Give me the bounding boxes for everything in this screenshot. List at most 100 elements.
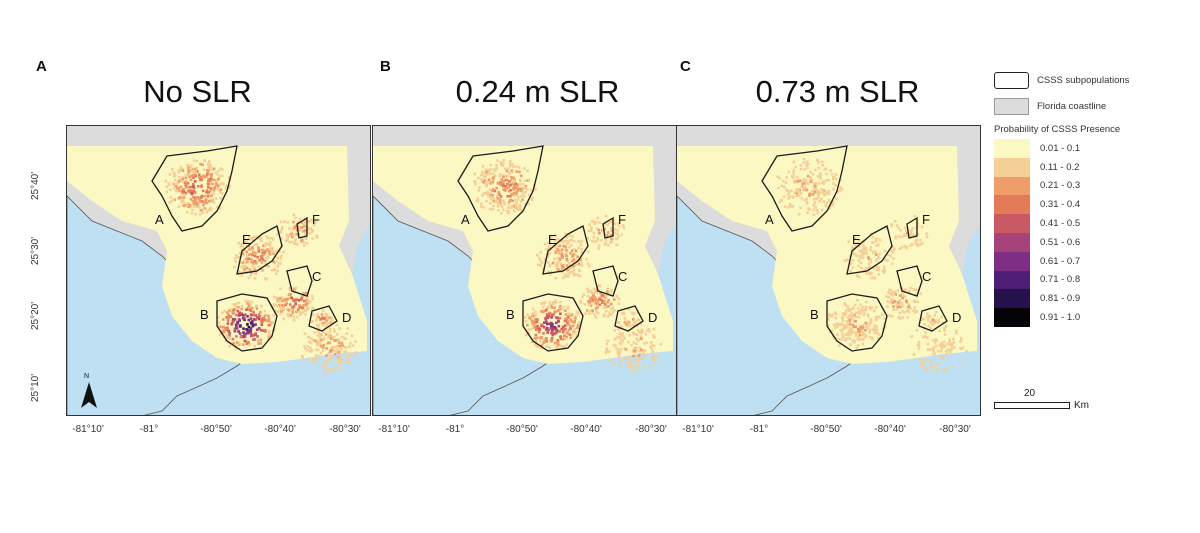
coastline-swatch <box>994 97 1029 115</box>
probability-cells <box>776 157 968 373</box>
legend-class-label: 0.61 - 0.7 <box>1040 255 1081 267</box>
legend-class-row: 0.61 - 0.7 <box>994 251 1194 271</box>
subpopulation-outline-a <box>151 145 238 232</box>
subpopulation-outline-b <box>522 293 584 352</box>
map-svg: A B C D E F <box>373 126 676 415</box>
subpopulation-outline-b <box>826 293 888 352</box>
subpopulation-label-e: E <box>548 232 557 247</box>
subpopulation-outline-a <box>761 145 848 232</box>
subpopulation-outline-c <box>896 265 923 297</box>
lon-tick: -80°30' <box>329 424 361 435</box>
scale-bar-box <box>994 402 1070 409</box>
lon-tick: -80°50' <box>200 424 232 435</box>
legend-class-row: 0.81 - 0.9 <box>994 289 1194 309</box>
lon-tick: -80°50' <box>506 424 538 435</box>
scale-value: 20 <box>1024 388 1036 399</box>
scale-unit: Km <box>1074 400 1089 411</box>
lon-tick: -81°10' <box>378 424 410 435</box>
legend-class-row: 0.41 - 0.5 <box>994 214 1194 233</box>
legend-class-row: 0.51 - 0.6 <box>994 232 1194 252</box>
subpopulation-outline-e <box>542 225 589 275</box>
lon-tick: -81° <box>139 424 159 435</box>
legend-class-label: 0.91 - 1.0 <box>1040 312 1081 324</box>
legend-class-row: 0.21 - 0.3 <box>994 176 1194 196</box>
subpopulation-outline-c <box>592 265 619 297</box>
lon-tick: -81°10' <box>682 424 714 435</box>
legend-class-swatch <box>994 195 1030 215</box>
north-label: N <box>84 373 89 380</box>
lon-tick: -80°40' <box>570 424 602 435</box>
legend-class-label: 0.31 - 0.4 <box>1040 199 1081 211</box>
panel-letter-a: A <box>36 58 47 75</box>
legend-class-row: 0.11 - 0.2 <box>994 157 1194 177</box>
lon-tick: -81° <box>749 424 769 435</box>
panel-letter-b: B <box>380 58 391 75</box>
habitat-extent <box>677 146 977 364</box>
legend-class-label: 0.51 - 0.6 <box>1040 236 1081 248</box>
legend-subpop-label: CSSS subpopulations <box>1037 74 1130 86</box>
subpopulation-label-d: D <box>342 310 351 325</box>
subpopulation-label-f: F <box>618 212 626 227</box>
subpopulation-label-c: C <box>312 269 321 284</box>
subpopulation-outline-f <box>602 216 614 239</box>
subpopulation-label-f: F <box>312 212 320 227</box>
subpopulation-label-f: F <box>922 212 930 227</box>
legend-class-label: 0.41 - 0.5 <box>1040 218 1081 230</box>
legend-class-row: 0.71 - 0.8 <box>994 270 1194 290</box>
subpopulation-label-d: D <box>648 310 657 325</box>
subpopulation-outline-f <box>296 216 308 239</box>
subpopulation-label-a: A <box>461 212 470 227</box>
legend-class-label: 0.71 - 0.8 <box>1040 274 1081 286</box>
subpopulation-label-b: B <box>810 307 819 322</box>
legend-subpop-row: CSSS subpopulations <box>994 70 1194 90</box>
subpop-outline-swatch <box>994 71 1029 89</box>
legend-class-label: 0.01 - 0.1 <box>1040 142 1081 154</box>
panel-title-c: 0.73 m SLR <box>755 74 920 109</box>
legend-class-swatch <box>994 270 1030 290</box>
subpopulation-outline-c <box>286 265 313 297</box>
subpopulation-outline-f <box>906 216 918 239</box>
lat-tick: 25°20' <box>30 301 41 330</box>
legend-class-label: 0.21 - 0.3 <box>1040 180 1081 192</box>
subpopulation-outline-b <box>216 293 278 352</box>
legend: CSSS subpopulations Florida coastline Pr… <box>994 70 1194 327</box>
subpopulation-label-c: C <box>618 269 627 284</box>
subpopulation-outline-a <box>457 145 544 232</box>
legend-heading: Probability of CSSS Presence <box>994 124 1121 135</box>
lat-tick: 25°10' <box>30 373 41 402</box>
north-arrow-icon: N <box>81 373 97 408</box>
legend-class-row: 0.91 - 1.0 <box>994 308 1194 327</box>
lat-tick: 25°40' <box>30 171 41 200</box>
legend-class-swatch <box>994 157 1030 177</box>
lon-tick: -80°30' <box>939 424 971 435</box>
subpopulation-label-a: A <box>765 212 774 227</box>
map-panel-a: A B C D E F N <box>66 125 371 416</box>
legend-coast-label: Florida coastline <box>1037 100 1107 112</box>
lon-tick: -80°50' <box>810 424 842 435</box>
legend-class-label: 0.11 - 0.2 <box>1040 161 1080 173</box>
lon-tick: -80°40' <box>874 424 906 435</box>
subpopulation-outline-d <box>918 305 948 332</box>
lon-tick: -81° <box>445 424 465 435</box>
probability-cells <box>164 159 358 374</box>
subpopulation-label-e: E <box>852 232 861 247</box>
legend-class-row: 0.31 - 0.4 <box>994 195 1194 215</box>
subpopulation-label-d: D <box>952 310 961 325</box>
habitat-extent <box>373 146 673 364</box>
map-svg: A B C D E F N <box>67 126 370 415</box>
legend-class-swatch <box>994 289 1030 309</box>
legend-class-label: 0.81 - 0.9 <box>1040 293 1081 305</box>
legend-class-swatch <box>994 232 1030 252</box>
lat-tick: 25°30' <box>30 236 41 265</box>
subpopulation-label-a: A <box>155 212 164 227</box>
legend-class-swatch <box>994 308 1030 327</box>
subpopulation-label-e: E <box>242 232 251 247</box>
lon-tick: -80°40' <box>264 424 296 435</box>
map-svg: A B C D E F <box>677 126 980 415</box>
subpopulation-outline-d <box>614 305 644 332</box>
legend-class-swatch <box>994 176 1030 196</box>
legend-class-swatch <box>994 139 1030 158</box>
panel-letter-c: C <box>680 58 691 75</box>
subpopulation-label-b: B <box>506 307 515 322</box>
lon-tick: -81°10' <box>72 424 104 435</box>
